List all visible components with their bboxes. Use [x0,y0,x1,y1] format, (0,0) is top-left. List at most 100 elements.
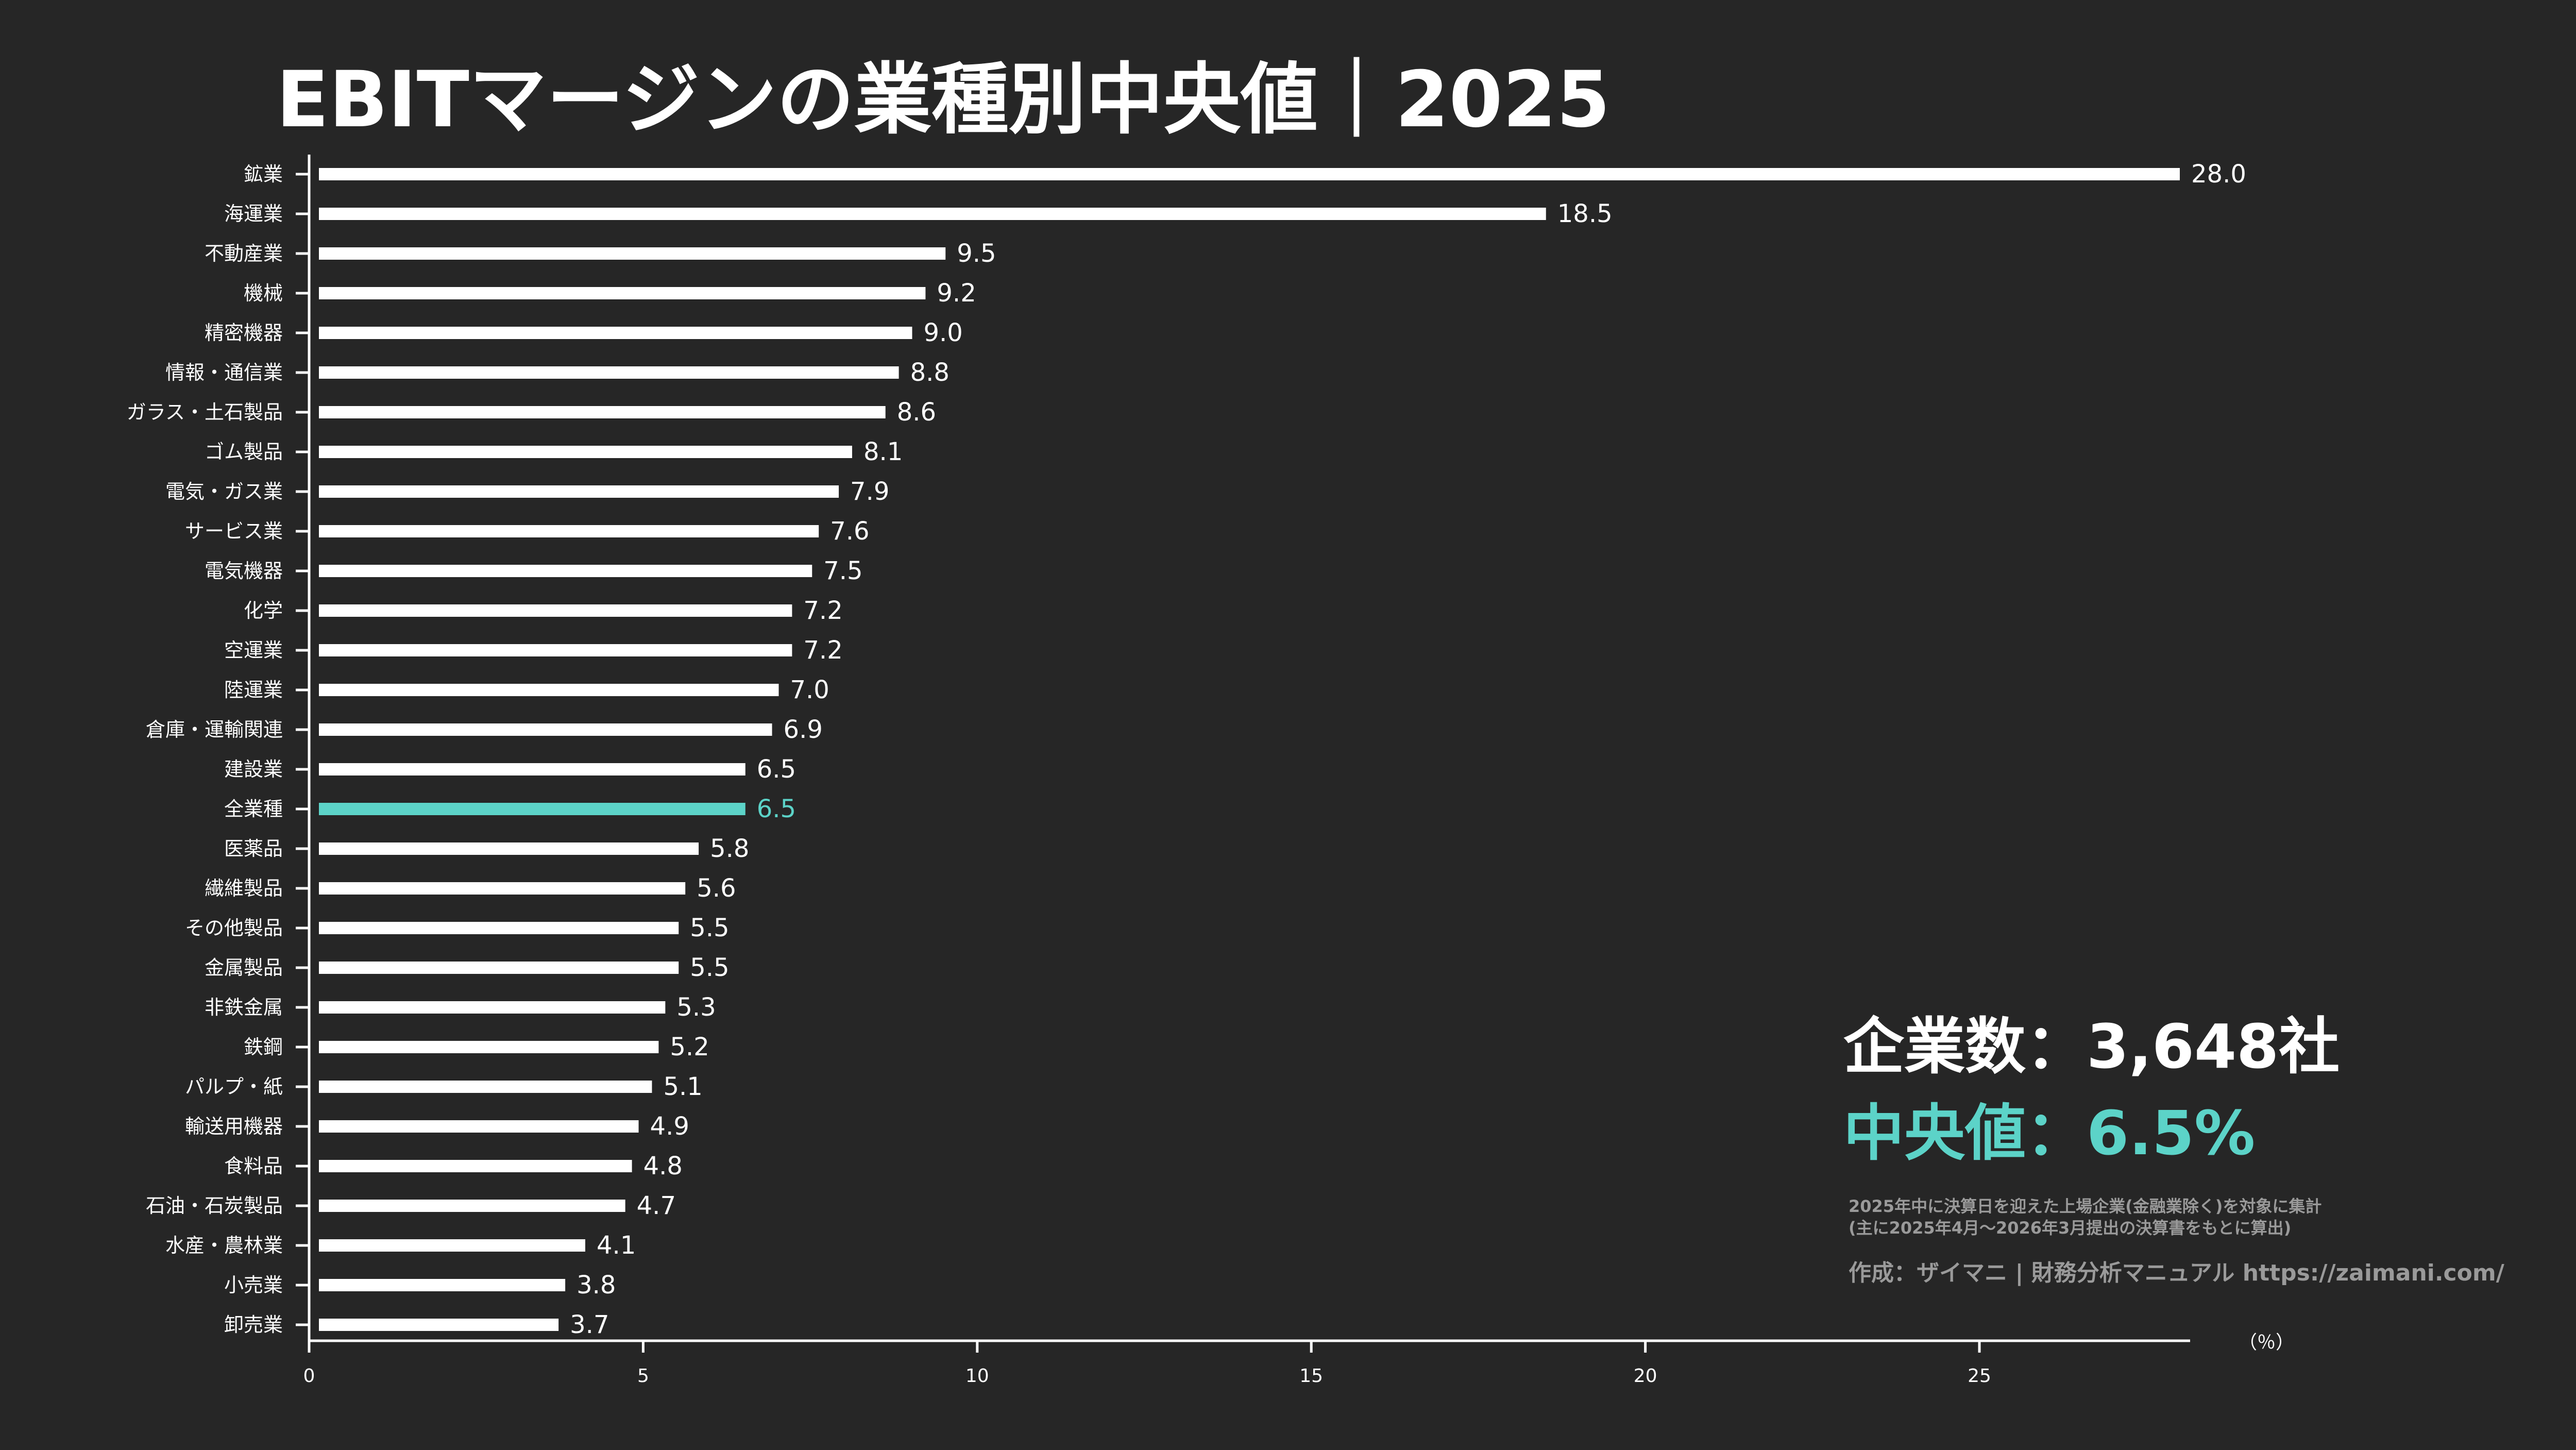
data-label: 5.6 [697,874,736,903]
data-label: 7.6 [830,517,869,546]
bar [319,1001,666,1014]
category-label: その他製品 [185,917,283,939]
bars-group: 鉱業 28.0 海運業 18.5 不動産業 9.5 機械 9.2 精密機器 9.0 情報・通信業 8.… [127,160,2246,1339]
data-label: 6.9 [784,715,823,744]
bar [319,247,946,260]
bar [319,962,679,974]
x-tick-label: 15 [1299,1365,1323,1387]
category-label: 卸売業 [224,1313,283,1336]
category-label: 精密機器 [205,322,283,344]
x-tick-label: 10 [965,1365,989,1387]
credit-text: 作成：ザイマニ | 財務分析マニュアル https://zaimani.com/ [1849,1260,2505,1286]
category-label: ゴム製品 [205,441,283,463]
category-label: 不動産業 [205,242,283,265]
chart-title: EBITマージンの業種別中央値｜2025 [276,55,1610,145]
category-label: 電気・ガス業 [165,480,283,503]
bar [319,644,792,656]
data-label: 5.8 [710,834,749,863]
data-label: 7.0 [790,676,829,704]
category-label: 石油・石炭製品 [146,1194,283,1217]
category-label: 非鉄金属 [205,996,283,1019]
bar [319,604,792,617]
data-label: 9.0 [924,318,963,347]
data-label: 7.9 [850,477,889,506]
category-label: サービス業 [185,520,283,543]
data-label: 7.5 [823,557,862,585]
bar [319,1120,639,1133]
category-label: 情報・通信業 [165,361,283,384]
bar [319,803,745,815]
data-label: 18.5 [1557,199,1613,228]
bar [319,1279,566,1291]
bar [319,446,852,458]
category-label: パルプ・紙 [185,1075,283,1098]
x-tick-label: 5 [637,1365,649,1387]
bar [319,684,779,696]
bar [319,1239,585,1252]
category-label: 医薬品 [224,837,283,860]
category-label: 鉄鋼 [244,1036,283,1058]
bar [319,1319,559,1331]
category-label: 金属製品 [205,956,283,979]
bar [319,1160,632,1172]
data-label: 6.5 [757,795,796,823]
bar [319,842,699,855]
category-label: 鉱業 [244,163,283,186]
bar [319,525,819,537]
category-label: 化学 [244,599,283,622]
x-tick-label: 20 [1634,1365,1657,1387]
bar [319,406,886,418]
note-line-2: (主に2025年4月～2026年3月提出の決算書をもとに算出) [1849,1218,2291,1238]
x-ticks-group: 0 5 10 15 20 25 [303,1341,1991,1387]
bar [319,366,899,379]
bar [319,922,679,934]
bar [319,1200,625,1212]
x-tick-label: 0 [303,1365,315,1387]
data-label: 5.3 [676,993,716,1022]
bar [319,485,839,498]
bar [319,208,1546,220]
data-label: 7.2 [803,636,842,665]
data-label: 4.1 [597,1231,636,1260]
category-label: 輸送用機器 [185,1115,283,1138]
median-value: 中央値：6.5% [1843,1098,2255,1169]
x-tick-label: 25 [1968,1365,1991,1387]
category-label: 全業種 [224,798,283,820]
bar [319,1081,652,1093]
bar [319,287,926,299]
x-axis-label: （％） [2239,1332,2294,1353]
data-label: 6.5 [757,755,796,784]
category-label: 陸運業 [224,679,283,701]
data-label: 5.2 [670,1033,709,1061]
data-label: 9.2 [937,279,976,308]
category-label: 水産・農林業 [165,1234,283,1257]
data-label: 4.7 [637,1191,676,1220]
data-label: 8.8 [910,358,950,387]
bar [319,168,2180,180]
category-label: 機械 [244,282,283,305]
category-label: 倉庫・運輸関連 [146,718,283,741]
category-label: 海運業 [224,203,283,225]
data-label: 5.1 [663,1072,702,1101]
data-label: 28.0 [2191,160,2246,189]
data-label: 4.8 [643,1152,683,1181]
bar [319,763,745,775]
data-label: 8.6 [897,398,936,427]
data-label: 7.2 [803,596,842,625]
data-label: 3.7 [570,1310,609,1339]
bar [319,327,912,339]
note-line-1: 2025年中に決算日を迎えた上場企業(金融業除く)を対象に集計 [1849,1196,2321,1216]
bar [319,723,772,736]
bar [319,882,686,895]
data-label: 3.8 [577,1271,616,1300]
data-label: 8.1 [863,437,903,466]
category-label: 建設業 [224,758,283,781]
data-label: 5.5 [690,953,729,982]
company-count: 企業数：3,648社 [1843,1011,2340,1082]
category-label: 繊維製品 [205,877,283,900]
bar [319,1041,659,1053]
data-label: 9.5 [957,239,996,268]
category-label: 電気機器 [205,560,283,582]
category-label: 小売業 [224,1274,283,1296]
